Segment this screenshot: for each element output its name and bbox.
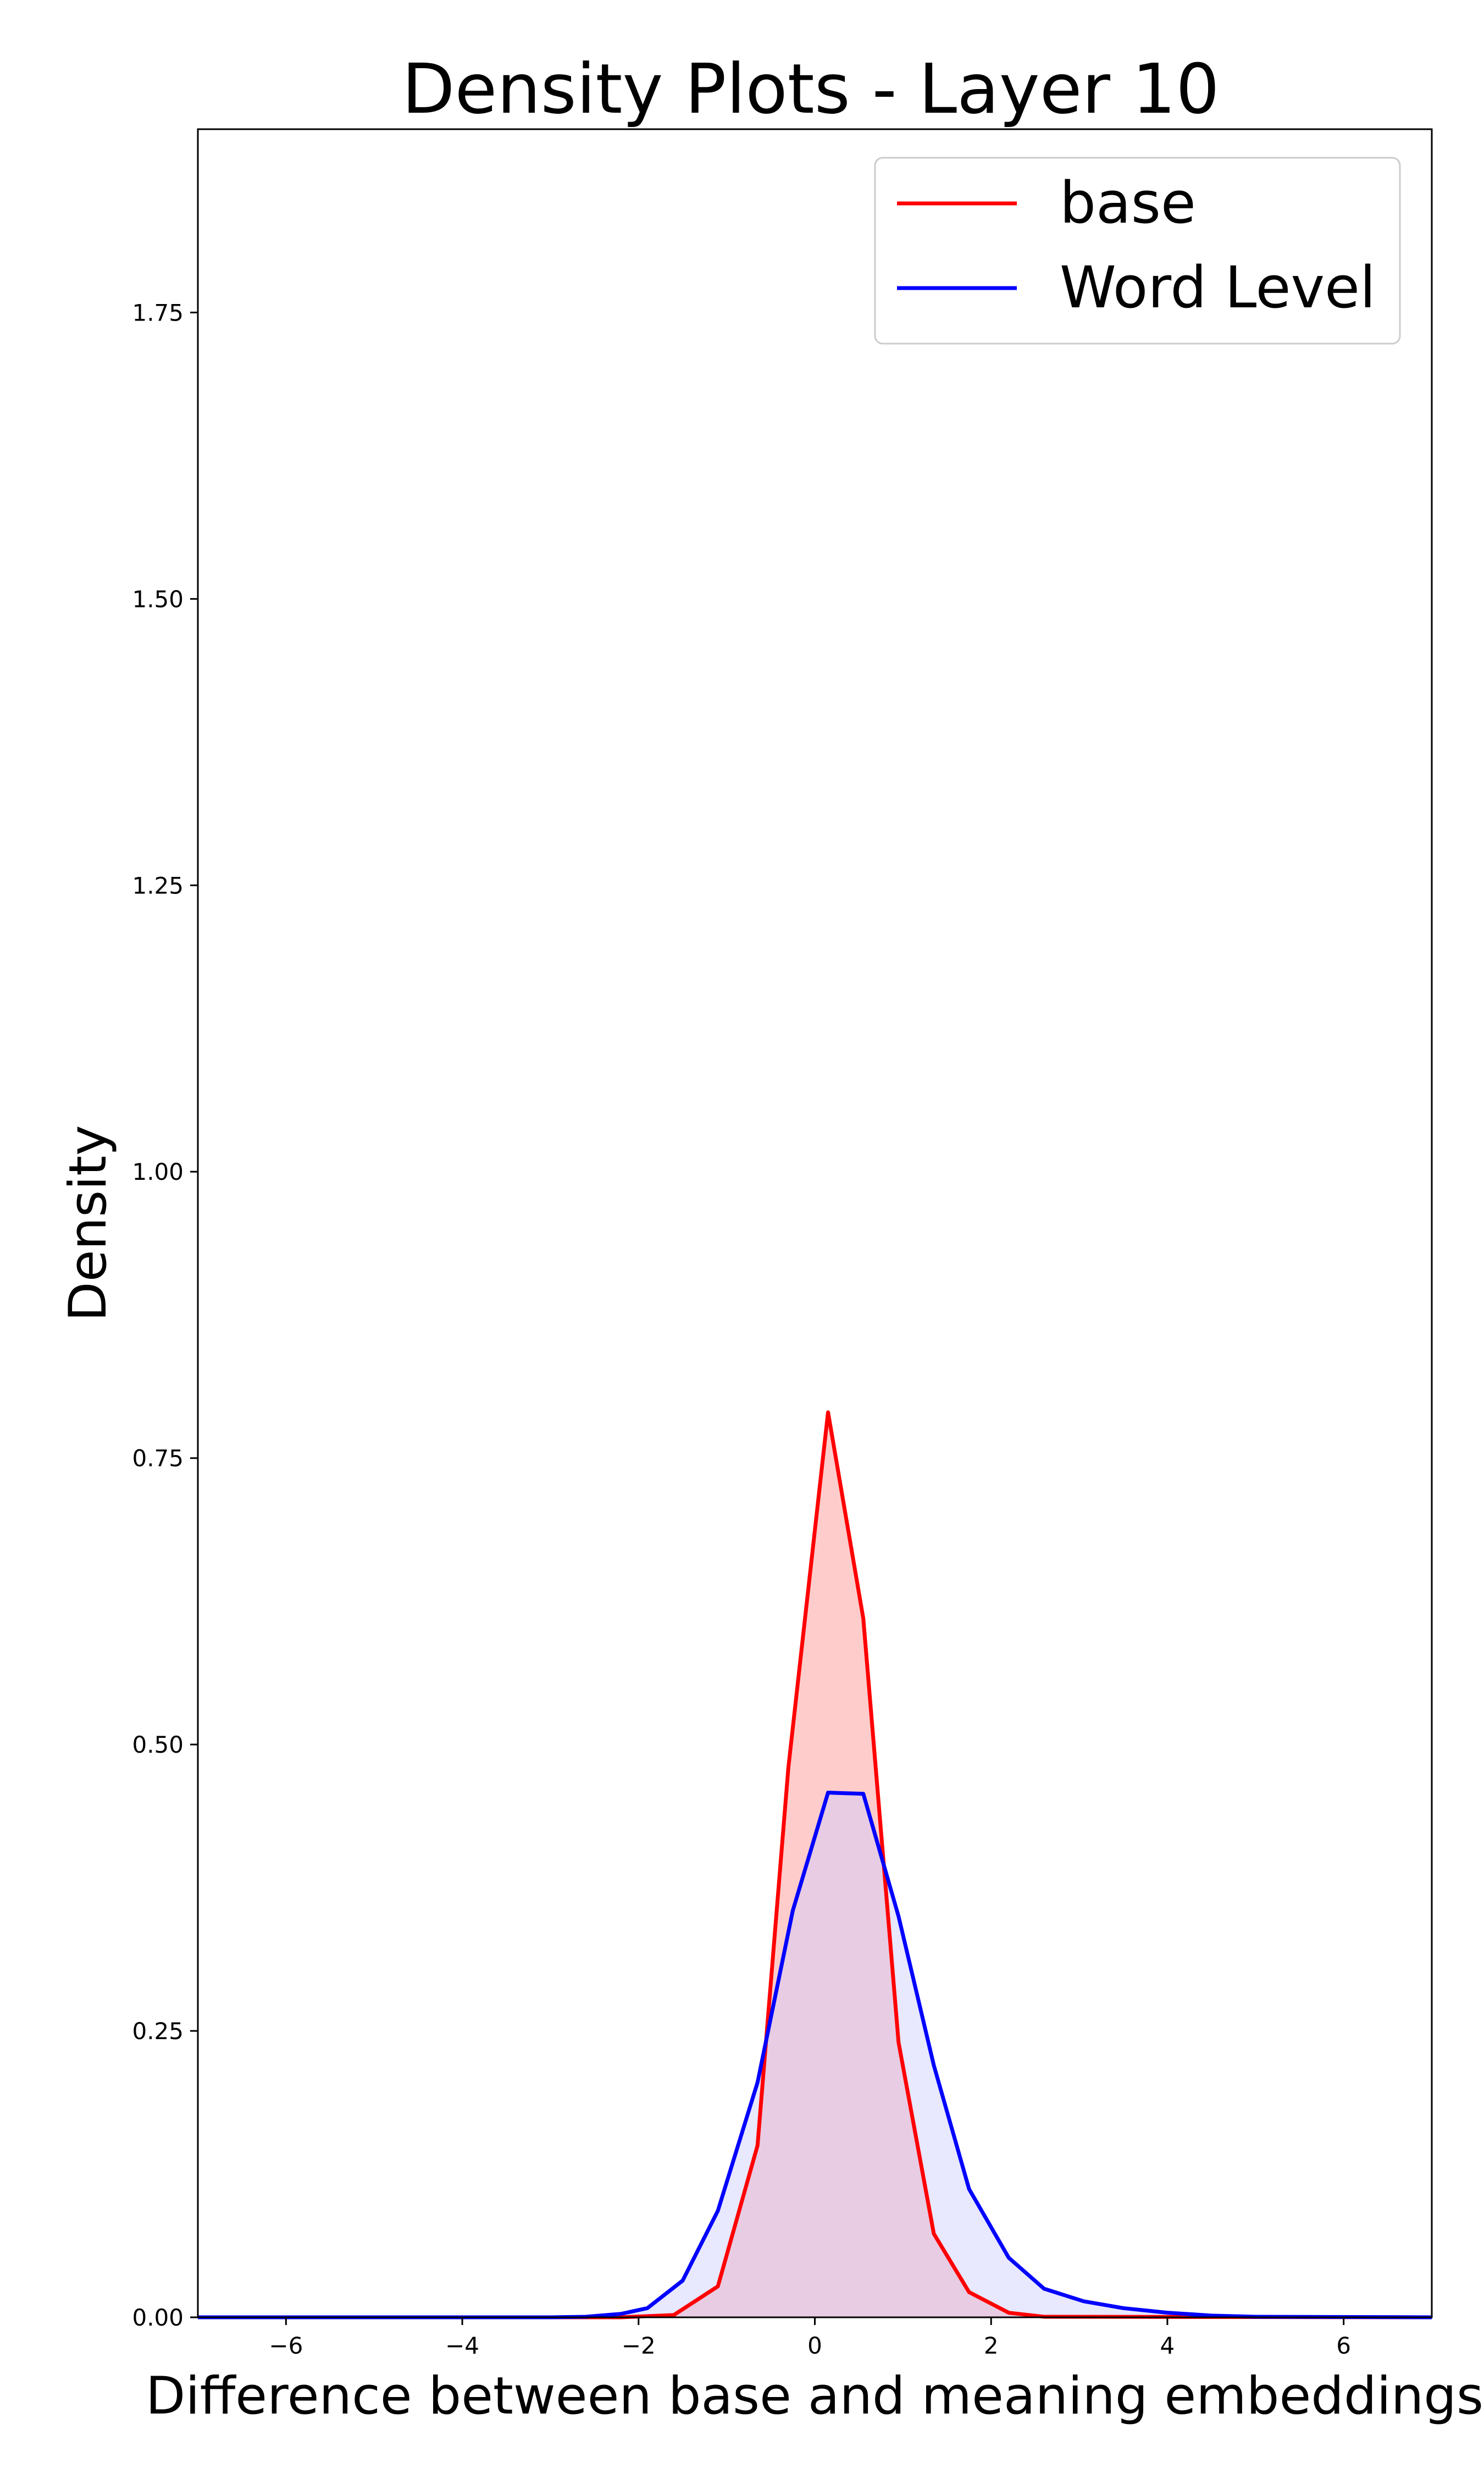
x-tick-label: 4 [1160,2332,1175,2359]
y-tick-label: 1.25 [132,872,184,899]
chart-title: Density Plots - Layer 10 [402,49,1220,129]
legend: base Word Level [874,157,1401,345]
ticks-layer: −6 −4 −2 0 2 4 6 0.00 0.25 0.50 0.75 1.00 1.25 1.50 1.… [132,299,1351,2359]
series-layer [198,1410,1432,2320]
x-tick-label: 6 [1336,2332,1351,2359]
legend-label-word-level: Word Level [1060,254,1376,321]
line-base [198,1410,1432,2320]
y-tick-label: 1.50 [132,586,184,612]
y-tick-label: 1.75 [132,299,184,326]
x-tick-label: −4 [445,2332,479,2359]
x-axis-label: Difference between base and meaning embe… [146,2366,1483,2426]
x-tick-label: 0 [807,2332,822,2359]
x-tick-label: −2 [622,2332,656,2359]
y-tick-label: 0.25 [132,2018,184,2045]
y-tick-label: 0.50 [132,1731,184,1758]
x-tick-label: 2 [984,2332,999,2359]
y-tick-label: 0.00 [132,2304,184,2331]
y-tick-label: 1.00 [132,1158,184,1185]
y-tick-label: 0.75 [132,1445,184,1472]
legend-label-base: base [1060,169,1196,236]
area-word-level [198,1792,1432,2317]
x-tick-label: −6 [269,2332,303,2359]
area-base [198,1412,1432,2317]
y-axis-label: Density [58,1125,118,1321]
line-word-level [198,1791,1432,2320]
